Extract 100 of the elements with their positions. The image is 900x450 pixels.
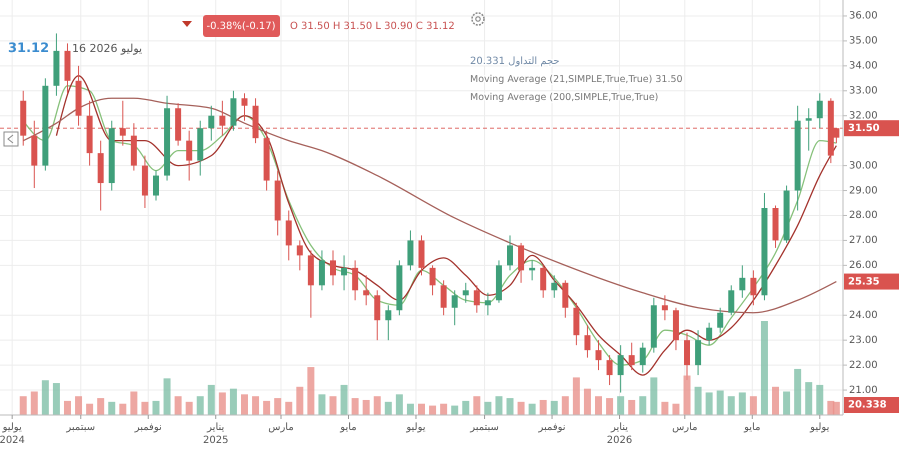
- bar: [540, 400, 547, 415]
- bar: [52, 383, 60, 415]
- candlestick: [330, 250, 336, 286]
- candlestick: [341, 254, 348, 291]
- bar: [495, 396, 502, 415]
- y-tick-label: 32.00: [849, 110, 878, 122]
- x-tick-label: مارس: [268, 422, 294, 433]
- bar: [164, 378, 171, 415]
- candlestick: [750, 270, 756, 306]
- bar: [694, 386, 702, 415]
- x-tick-label: نوفمبر: [538, 422, 566, 433]
- bar: [440, 404, 448, 415]
- bar: [706, 392, 713, 415]
- bar: [130, 392, 138, 415]
- candlestick: [662, 294, 668, 321]
- bar: [196, 396, 204, 415]
- bar: [484, 402, 492, 415]
- y-tick-label: 30.00: [849, 160, 878, 172]
- candlestick: [241, 92, 248, 122]
- bar: [396, 394, 403, 415]
- candlestick: [739, 264, 746, 298]
- candlestick: [296, 240, 303, 271]
- candlestick: [529, 260, 536, 281]
- bar: [174, 396, 182, 415]
- candlestick: [584, 324, 590, 358]
- bar: [252, 396, 260, 415]
- bar: [750, 396, 757, 415]
- bar: [728, 396, 735, 415]
- candlestick: [618, 344, 624, 394]
- candlestick: [551, 274, 558, 298]
- x-tick-label: نوفمبر: [134, 422, 162, 433]
- candlestick: [430, 264, 436, 296]
- ref-line-label: 31.50: [848, 122, 880, 134]
- bar: [451, 406, 458, 415]
- bar: [318, 394, 326, 415]
- bar: [617, 396, 624, 415]
- x-tick-label: سبتمبر: [65, 422, 96, 433]
- bar: [805, 382, 812, 415]
- candlestick: [452, 290, 458, 326]
- bar: [64, 400, 71, 415]
- y-tick-label: 24.00: [849, 310, 878, 321]
- x-tick-label: مايو: [339, 422, 357, 433]
- candlestick: [596, 340, 602, 371]
- bar: [285, 402, 292, 415]
- y-tick-label: 26.00: [849, 260, 878, 272]
- bar: [340, 384, 348, 415]
- y-tick-label: 21.00: [849, 384, 878, 396]
- bar: [650, 377, 658, 415]
- bar: [628, 400, 636, 415]
- annotation: 31.12: [8, 41, 50, 56]
- candlestick: [385, 304, 392, 341]
- x-tick-label: يوليو: [809, 422, 830, 433]
- bar: [230, 388, 237, 415]
- x-tick-label: مارس: [672, 422, 698, 433]
- bar: [30, 392, 38, 415]
- bar: [661, 402, 668, 415]
- bar: [186, 402, 193, 415]
- candlestick: [484, 292, 491, 316]
- y-tick-label: 28.00: [849, 210, 878, 222]
- bar: [816, 384, 824, 415]
- bar: [108, 402, 116, 415]
- annotation: Moving Average (200,SIMPLE,True,True): [470, 92, 658, 103]
- bar: [606, 398, 614, 415]
- text: 20.338: [848, 400, 887, 411]
- candlestick: [706, 322, 712, 346]
- bar: [684, 376, 691, 415]
- bar: [152, 400, 160, 415]
- candlestick: [717, 307, 724, 334]
- candlestick: [363, 274, 370, 306]
- bar: [119, 404, 126, 415]
- y-tick-label: 22.00: [849, 360, 878, 371]
- annotation: Moving Average (21,SIMPLE,True,True) 31.50: [470, 74, 683, 85]
- bar: [418, 404, 425, 415]
- candlestick: [816, 92, 823, 129]
- bar: [772, 386, 780, 415]
- candlestick: [640, 342, 646, 374]
- bar: [263, 400, 270, 415]
- y-tick-label: 36.00: [849, 10, 878, 22]
- bar: [462, 400, 470, 415]
- bar: [75, 396, 82, 415]
- x-tick-label: يوليو: [405, 422, 426, 433]
- bar: [716, 390, 724, 415]
- bar: [374, 396, 381, 415]
- annotation: O 31.50 H 31.50 L 30.90 C 31.12: [290, 21, 455, 32]
- bar: [352, 398, 359, 415]
- bar: [307, 367, 314, 415]
- bar: [429, 406, 436, 415]
- candlestick: [208, 105, 214, 142]
- bar: [208, 384, 215, 415]
- bar: [97, 398, 104, 415]
- bar: [362, 400, 370, 415]
- candlestick: [628, 342, 635, 371]
- bar: [783, 392, 790, 415]
- candlestick: [152, 170, 159, 202]
- bar: [528, 404, 536, 415]
- y-tick-label: 35.00: [849, 36, 878, 47]
- candlestick: [440, 280, 447, 316]
- candlestick: [507, 234, 514, 271]
- bar: [274, 398, 282, 415]
- candlestick: [352, 260, 358, 301]
